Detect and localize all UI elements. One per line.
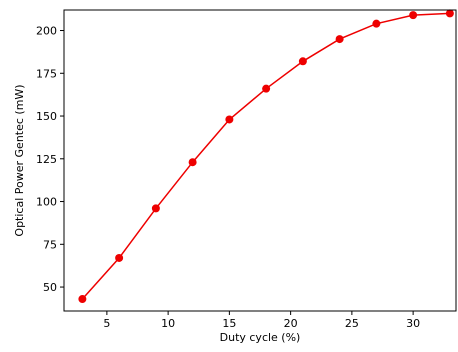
x-tick-label: 30 <box>406 317 420 330</box>
y-axis-label: Optical Power Gentec (mW) <box>13 84 26 236</box>
data-point <box>409 11 418 20</box>
x-tick-label: 10 <box>161 317 175 330</box>
y-tick-label: 100 <box>36 196 57 209</box>
y-axis-ticks: 50 75 100 125 150 175 200 <box>36 25 64 294</box>
data-point <box>225 115 234 124</box>
x-tick-label: 20 <box>284 317 298 330</box>
series-line <box>81 12 450 300</box>
data-point <box>151 204 160 213</box>
data-point <box>115 253 124 262</box>
y-tick-label: 150 <box>36 110 57 123</box>
data-point <box>445 9 454 18</box>
series-group <box>78 9 454 304</box>
x-tick-label: 25 <box>345 317 359 330</box>
data-point <box>372 19 381 28</box>
y-tick-label: 175 <box>36 67 57 80</box>
data-point <box>335 35 344 44</box>
x-axis-ticks: 5 10 15 20 25 30 <box>103 311 420 330</box>
data-point <box>78 295 87 304</box>
x-tick-label: 5 <box>103 317 110 330</box>
data-point <box>262 84 271 93</box>
y-tick-label: 75 <box>43 238 57 251</box>
y-tick-label: 200 <box>36 25 57 38</box>
y-tick-label: 125 <box>36 153 57 166</box>
y-tick-label: 50 <box>43 281 57 294</box>
plot-frame <box>63 9 457 312</box>
x-axis-label: Duty cycle (%) <box>220 331 301 344</box>
data-point <box>298 57 307 66</box>
x-tick-label: 15 <box>222 317 236 330</box>
data-point <box>188 158 197 167</box>
